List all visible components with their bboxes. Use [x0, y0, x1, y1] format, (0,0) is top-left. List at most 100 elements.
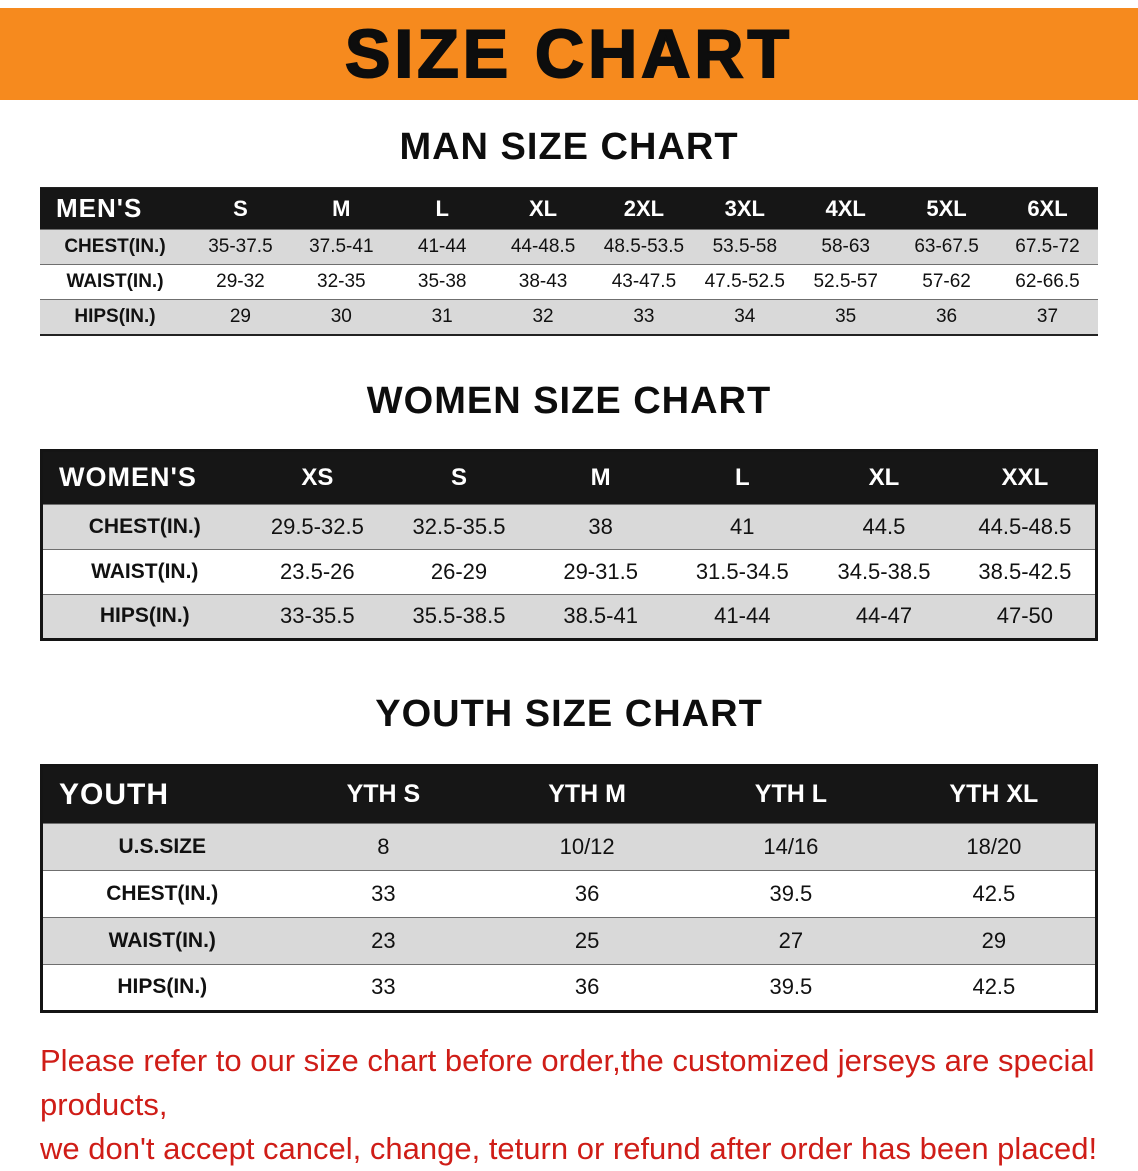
size-value-cell: 39.5	[769, 974, 813, 999]
size-column-header: XL	[813, 450, 955, 504]
table-row: WAIST(IN.) 23 25 27 29	[41, 917, 1097, 964]
table-header-row: MEN'S S M L XL 2XL 3XL 4XL 5XL 6XL	[40, 187, 1098, 230]
women-size-table: WOMEN'S XS S M L XL XXL CHEST(IN.) 29.5-32.5 32.5…	[40, 448, 1098, 641]
size-value-cell: 29.5-32.5	[270, 513, 364, 539]
size-value-cell: 30	[330, 305, 352, 327]
size-value-cell: 34	[734, 305, 756, 327]
size-column-header: XS	[246, 450, 389, 504]
row-label: CHEST(IN.)	[64, 236, 166, 257]
disclaimer-line-2: we don't accept cancel, change, teturn o…	[40, 1130, 1098, 1166]
size-value-cell: 67.5-72	[1015, 236, 1080, 257]
size-value-cell: 35-38	[417, 271, 467, 292]
disclaimer: Please refer to our size chart before or…	[40, 1039, 1098, 1171]
table-row: WAIST(IN.) 23.5-26 26-29 29-31.5 31.5-34.5 34…	[41, 549, 1097, 594]
size-column-header: XL	[492, 187, 594, 230]
size-value-cell: 34.5-38.5	[837, 558, 931, 584]
size-column-header: YTH L	[689, 765, 893, 823]
size-value-cell: 42.5	[972, 974, 1016, 999]
size-value-cell: 53.5-58	[712, 236, 778, 257]
size-column-header: S	[190, 187, 291, 230]
size-chart-banner: SIZE CHART	[0, 8, 1138, 100]
size-value-cell: 25	[574, 927, 600, 953]
row-label: HIPS(IN.)	[99, 604, 190, 627]
size-value-cell: 14/16	[763, 833, 819, 859]
size-value-cell: 44.5	[862, 513, 906, 539]
size-value-cell: 33	[371, 974, 396, 999]
size-value-cell: 33	[371, 880, 396, 906]
table-row: CHEST(IN.) 29.5-32.5 32.5-35.5 38 41 44.5 44.5…	[41, 504, 1097, 549]
size-value-cell: 36	[574, 974, 600, 999]
row-label: HIPS(IN.)	[74, 305, 156, 327]
size-value-cell: 37.5-41	[309, 236, 374, 257]
size-value-cell: 32	[532, 305, 554, 327]
men-section: MAN SIZE CHART MEN'S S M L XL 2XL 3XL 4XL 5XL 6XL…	[0, 126, 1138, 336]
size-value-cell: 26-29	[430, 558, 488, 584]
size-value-cell: 41-44	[417, 236, 467, 257]
men-section-heading: MAN SIZE CHART	[399, 126, 739, 168]
size-column-header: YTH S	[281, 765, 486, 823]
size-value-cell: 38.5-41	[563, 603, 638, 628]
size-column-header: 3XL	[694, 187, 796, 230]
size-value-cell: 38.5-42.5	[978, 558, 1072, 584]
size-value-cell: 27	[778, 927, 804, 953]
size-value-cell: 44.5-48.5	[978, 513, 1072, 539]
page-title: SIZE CHART	[344, 15, 793, 93]
youth-section: YOUTH SIZE CHART YOUTH YTH S YTH M YTH L YTH…	[0, 693, 1138, 1013]
size-value-cell: 47-50	[996, 603, 1054, 628]
size-value-cell: 29-32	[216, 271, 265, 292]
size-column-header: L	[671, 450, 814, 504]
row-label: CHEST(IN.)	[106, 881, 219, 905]
size-value-cell: 33-35.5	[280, 603, 355, 628]
size-value-cell: 10/12	[559, 833, 615, 859]
women-section-heading: WOMEN SIZE CHART	[366, 379, 772, 422]
size-value-cell: 32-35	[317, 271, 366, 292]
size-value-cell: 44-48.5	[510, 236, 576, 257]
size-value-cell: 8	[377, 833, 390, 859]
row-label: WAIST(IN.)	[108, 928, 216, 952]
size-value-cell: 29-31.5	[563, 558, 638, 584]
women-section: WOMEN SIZE CHART WOMEN'S XS S M L XL XXL CHEST(…	[0, 380, 1138, 641]
size-value-cell: 41	[730, 513, 755, 539]
size-column-header: XXL	[954, 450, 1097, 504]
size-value-cell: 36	[574, 880, 600, 906]
row-label: U.S.SIZE	[118, 834, 207, 858]
size-column-header: YTH XL	[892, 765, 1097, 823]
men-size-table: MEN'S S M L XL 2XL 3XL 4XL 5XL 6XL CHEST(IN.) 35-37…	[40, 187, 1098, 336]
disclaimer-line-1: Please refer to our size chart before or…	[40, 1042, 1095, 1122]
table-row: WAIST(IN.) 29-32 32-35 35-38 38-43 43-47.5 47.…	[40, 264, 1098, 300]
size-column-header: 4XL	[795, 187, 897, 230]
size-value-cell: 29	[229, 305, 251, 327]
size-value-cell: 58-63	[821, 236, 870, 257]
table-row: U.S.SIZE 8 10/12 14/16 18/20	[41, 823, 1097, 870]
row-label: HIPS(IN.)	[117, 975, 208, 998]
youth-size-table: YOUTH YTH S YTH M YTH L YTH XL U.S.SIZE 8 10/12…	[40, 763, 1098, 1013]
table-header-row: WOMEN'S XS S M L XL XXL	[41, 450, 1097, 504]
size-value-cell: 33	[633, 305, 655, 327]
row-label: WAIST(IN.)	[66, 271, 164, 292]
size-column-header: 6XL	[997, 187, 1098, 230]
size-column-header: YTH M	[485, 765, 689, 823]
size-value-cell: 57-62	[922, 271, 971, 292]
size-column-header: 2XL	[593, 187, 695, 230]
row-label: WAIST(IN.)	[91, 559, 199, 583]
size-column-header: 5XL	[896, 187, 997, 230]
size-value-cell: 47.5-52.5	[704, 271, 785, 292]
size-value-cell: 63-67.5	[914, 236, 979, 257]
size-value-cell: 31	[431, 305, 453, 327]
table-row: HIPS(IN.) 29 30 31 32 33 34 35 36 37	[40, 299, 1098, 335]
table-corner-label: WOMEN'S	[41, 450, 247, 504]
size-value-cell: 62-66.5	[1015, 271, 1080, 292]
size-value-cell: 29	[981, 927, 1007, 953]
size-value-cell: 18/20	[966, 833, 1022, 859]
size-value-cell: 37	[1036, 305, 1059, 327]
size-column-header: M	[290, 187, 392, 230]
youth-section-heading: YOUTH SIZE CHART	[375, 692, 763, 735]
size-value-cell: 41-44	[714, 603, 771, 628]
size-value-cell: 52.5-57	[813, 271, 878, 292]
size-value-cell: 38	[588, 513, 613, 539]
size-value-cell: 31.5-34.5	[695, 558, 789, 584]
table-row: CHEST(IN.) 33 36 39.5 42.5	[41, 870, 1097, 917]
size-value-cell: 42.5	[972, 880, 1016, 906]
size-value-cell: 43-47.5	[611, 271, 677, 292]
size-value-cell: 36	[935, 305, 958, 327]
